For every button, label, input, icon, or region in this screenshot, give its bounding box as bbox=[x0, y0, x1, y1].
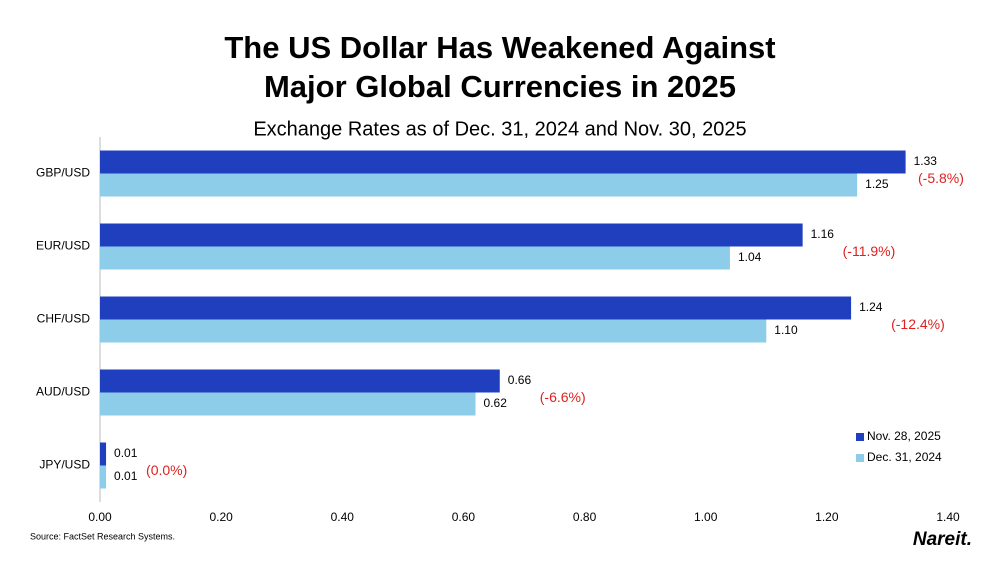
bar bbox=[100, 296, 852, 320]
y-tick-label: GBP/USD bbox=[36, 166, 90, 180]
bar bbox=[100, 442, 107, 466]
bar bbox=[100, 246, 730, 270]
logo: Nareit. bbox=[913, 529, 972, 550]
bar bbox=[100, 223, 803, 247]
legend-swatch bbox=[856, 454, 864, 462]
value-label: 1.33 bbox=[914, 154, 938, 168]
value-label: 0.01 bbox=[114, 469, 138, 483]
x-tick-label: 0.40 bbox=[331, 510, 355, 524]
y-tick-label: CHF/USD bbox=[37, 312, 91, 326]
bar bbox=[100, 150, 906, 174]
bar bbox=[100, 392, 476, 416]
bar bbox=[100, 173, 858, 197]
value-label: 1.16 bbox=[811, 227, 835, 241]
y-tick-label: AUD/USD bbox=[36, 385, 90, 399]
annotation: (-6.6%) bbox=[540, 389, 586, 405]
value-label: 0.62 bbox=[484, 396, 508, 410]
source: Source: FactSet Research Systems. bbox=[30, 531, 175, 541]
x-tick-label: 0.60 bbox=[452, 510, 476, 524]
annotation: (-11.9%) bbox=[843, 243, 896, 259]
bar bbox=[100, 369, 500, 393]
value-label: 1.04 bbox=[738, 250, 762, 264]
legend-label: Nov. 28, 2025 bbox=[867, 429, 941, 443]
chart-title: The US Dollar Has Weakened Against bbox=[224, 30, 775, 65]
legend-label: Dec. 31, 2024 bbox=[867, 450, 942, 464]
value-label: 1.24 bbox=[859, 300, 883, 314]
x-tick-label: 0.80 bbox=[573, 510, 597, 524]
value-label: 0.66 bbox=[508, 373, 532, 387]
legend-swatch bbox=[856, 433, 864, 441]
chart-title: Major Global Currencies in 2025 bbox=[264, 69, 736, 104]
x-tick-label: 1.00 bbox=[694, 510, 718, 524]
annotation: (0.0%) bbox=[146, 462, 187, 478]
value-label: 1.25 bbox=[865, 177, 889, 191]
bar bbox=[100, 319, 767, 343]
x-tick-label: 1.40 bbox=[936, 510, 960, 524]
y-tick-label: JPY/USD bbox=[39, 458, 90, 472]
value-label: 1.10 bbox=[774, 323, 798, 337]
x-tick-label: 0.00 bbox=[88, 510, 112, 524]
x-tick-label: 0.20 bbox=[209, 510, 233, 524]
bar bbox=[100, 465, 107, 489]
chart-subtitle: Exchange Rates as of Dec. 31, 2024 and N… bbox=[253, 118, 746, 140]
annotation: (-12.4%) bbox=[891, 316, 945, 332]
annotation: (-5.8%) bbox=[918, 170, 964, 186]
x-tick-label: 1.20 bbox=[815, 510, 839, 524]
value-label: 0.01 bbox=[114, 446, 138, 460]
y-tick-label: EUR/USD bbox=[36, 239, 90, 253]
